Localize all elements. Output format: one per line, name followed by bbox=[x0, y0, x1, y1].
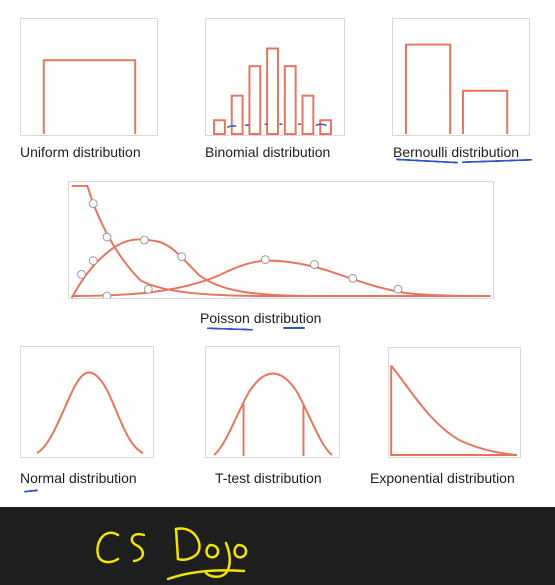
normal-label: Normal distribution bbox=[20, 470, 137, 486]
poisson-underline-2 bbox=[283, 327, 305, 329]
bernoulli-panel bbox=[392, 18, 530, 136]
binomial-panel bbox=[205, 18, 345, 136]
exponential-panel bbox=[388, 347, 521, 458]
uniform-label: Uniform distribution bbox=[20, 144, 141, 160]
ttest-graph bbox=[213, 372, 333, 457]
bernoulli-label: Bernoulli distribution bbox=[393, 144, 520, 160]
poisson-graph bbox=[70, 184, 491, 298]
normal-graph bbox=[36, 371, 144, 454]
uniform-panel bbox=[20, 18, 158, 136]
ttest-label: T-test distribution bbox=[215, 470, 322, 486]
cs-dojo-handwriting bbox=[96, 527, 248, 581]
footer-bar bbox=[0, 507, 555, 585]
exponential-label: Exponential distribution bbox=[370, 470, 515, 486]
poisson-label: Poisson distribution bbox=[200, 310, 322, 326]
normal-underline bbox=[23, 489, 39, 493]
binomial-label: Binomial distribution bbox=[205, 144, 331, 160]
normal-panel bbox=[20, 346, 154, 458]
exponential-graph bbox=[390, 365, 517, 457]
uniform-graph bbox=[42, 59, 137, 135]
poisson-underline-1 bbox=[206, 327, 254, 331]
poisson-panel bbox=[68, 181, 494, 299]
bernoulli-graph bbox=[404, 43, 509, 135]
binomial-graph bbox=[213, 47, 333, 135]
ttest-panel bbox=[205, 346, 340, 458]
